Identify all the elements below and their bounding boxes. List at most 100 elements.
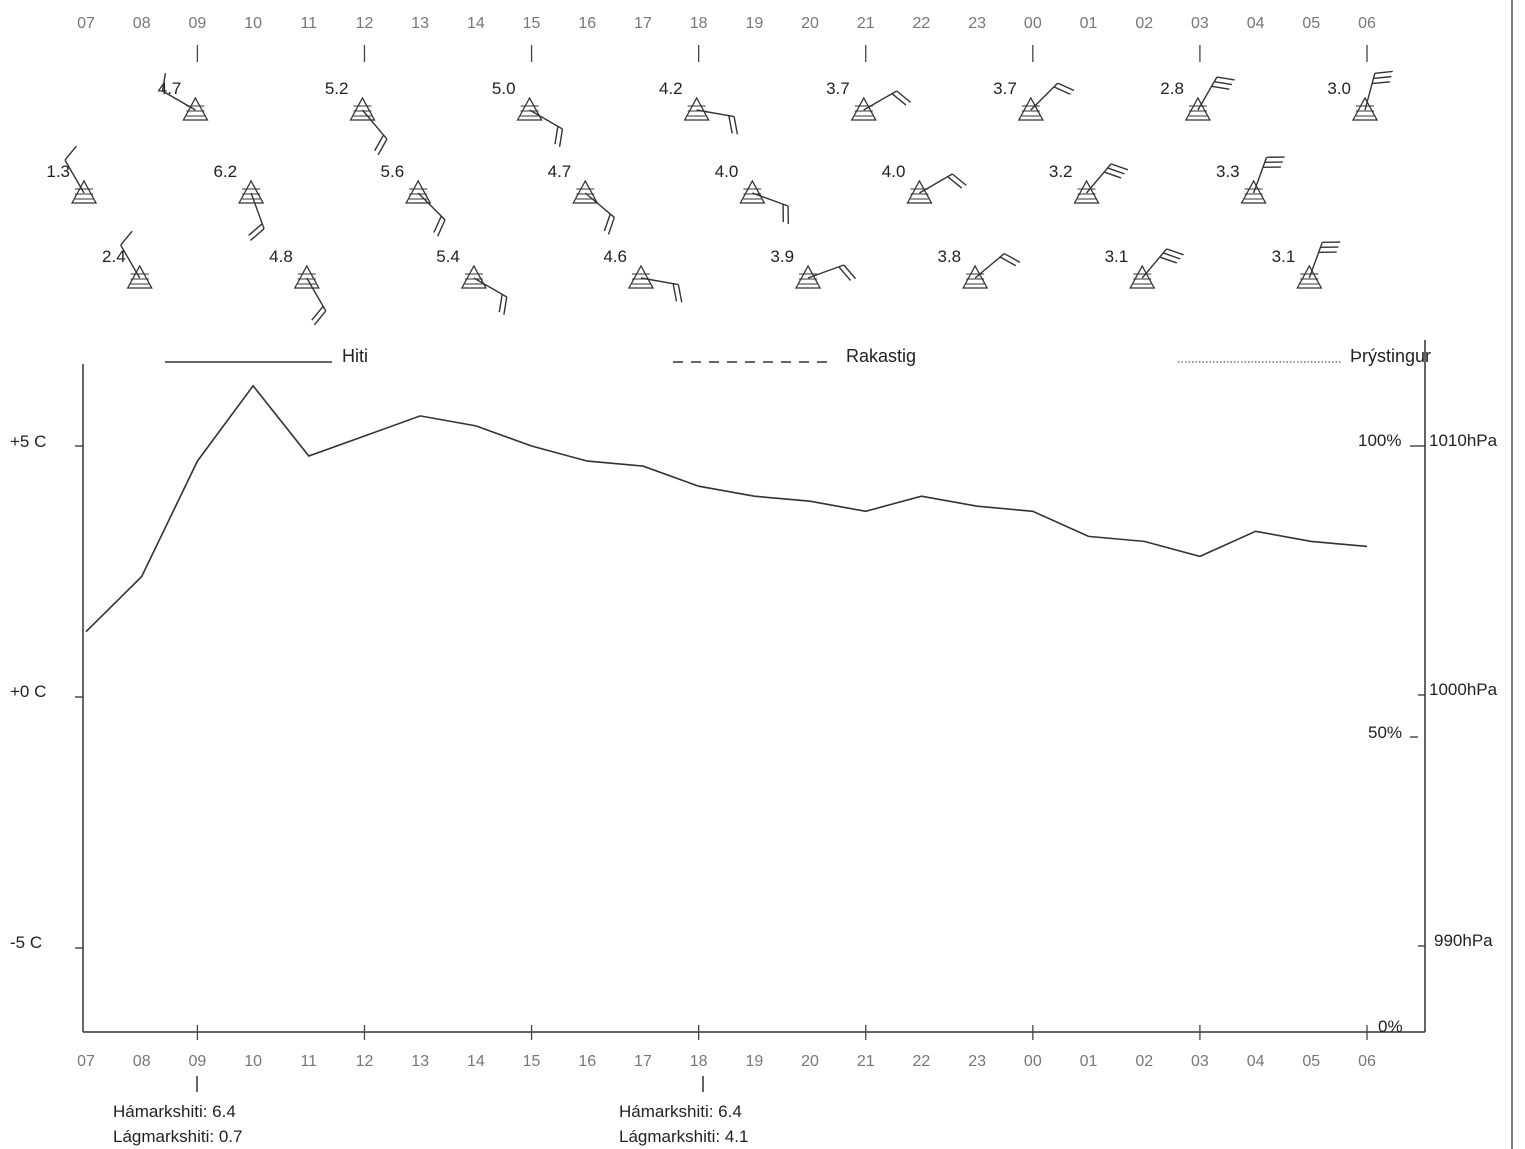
annotation-09: Hámarkshiti: 6.4 Lágmarkshiti: 0.7 xyxy=(113,1076,242,1146)
station-triangle-icon xyxy=(182,96,209,121)
x-tick-label: 02 xyxy=(1135,1053,1153,1070)
wind-station: 2.4 xyxy=(102,230,153,289)
x-tick-label: 23 xyxy=(968,1053,986,1070)
wind-barb-feather xyxy=(64,145,77,161)
wind-station: 4.7 xyxy=(158,73,209,121)
wind-station: 3.9 xyxy=(770,247,857,289)
x-tick-label: 05 xyxy=(1302,1053,1320,1070)
wind-barb-shaft xyxy=(64,159,85,194)
top-hour-label: 05 xyxy=(1302,15,1320,32)
annotation-09-max: Hámarkshiti: 6.4 xyxy=(113,1102,236,1121)
wind-barb-feather xyxy=(1372,81,1391,85)
wind-barb-feather xyxy=(838,266,852,281)
wind-speed-label: 3.7 xyxy=(993,79,1017,98)
wind-barb-shaft xyxy=(361,109,388,140)
annotation-09-min: Lágmarkshiti: 0.7 xyxy=(113,1127,242,1146)
x-tick-label: 09 xyxy=(188,1053,206,1070)
station-triangle-icon xyxy=(739,179,766,204)
wind-speed-label: 3.3 xyxy=(1216,162,1240,181)
x-tick-label: 00 xyxy=(1024,1053,1042,1070)
station-triangle-icon xyxy=(1129,264,1156,289)
plot-frame xyxy=(82,340,1426,1033)
wind-station: 5.6 xyxy=(381,162,446,237)
x-tick-label: 08 xyxy=(133,1053,151,1070)
wind-barb-feather xyxy=(1166,248,1184,256)
left-axis: +5 C +0 C -5 C xyxy=(10,432,83,952)
top-hour-label: 23 xyxy=(968,15,986,32)
wind-barb-feather xyxy=(120,230,133,246)
wind-barb-feather xyxy=(896,90,912,103)
wind-speed-label: 4.2 xyxy=(659,79,683,98)
wind-speed-label: 4.0 xyxy=(715,162,739,181)
wind-stations: 1.3 2.4 4.7 6.2 4.8 5.2 5.6 5.4 5.0 4.7 4.6 4.2 4.0 3… xyxy=(46,70,1393,326)
wind-barb-shaft xyxy=(1141,248,1168,279)
x-tick-label: 18 xyxy=(690,1053,708,1070)
annotation-18-min: Lágmarkshiti: 4.1 xyxy=(619,1127,748,1146)
wind-barb-feather xyxy=(498,294,503,313)
wind-station: 5.0 xyxy=(492,79,564,147)
wind-barb-shaft xyxy=(306,277,327,312)
wind-barb-feather xyxy=(1003,252,1021,263)
wind-barb-feather xyxy=(1057,82,1075,92)
bottom-ticks xyxy=(196,1025,1368,1040)
wind-station: 4.0 xyxy=(882,162,967,204)
wind-speed-label: 2.4 xyxy=(102,247,126,266)
top-hour-label: 10 xyxy=(244,15,262,32)
station-triangle-icon xyxy=(794,264,822,289)
x-tick-label: 21 xyxy=(857,1053,875,1070)
wind-barb-feather xyxy=(1216,76,1235,81)
top-hour-label: 09 xyxy=(188,15,206,32)
wind-barb-feather xyxy=(433,215,442,233)
pressure-axis-tick-label: 990hPa xyxy=(1434,931,1493,950)
wind-barb-feather xyxy=(999,256,1017,267)
wind-barb-shaft xyxy=(1364,73,1376,111)
station-triangle-icon xyxy=(349,96,376,121)
x-tick-label: 14 xyxy=(467,1053,485,1070)
top-hour-label: 22 xyxy=(913,15,931,32)
station-triangle-icon xyxy=(906,179,933,204)
top-hour-label: 04 xyxy=(1247,15,1265,32)
wind-barb-feather xyxy=(1159,256,1178,264)
station-triangle-icon xyxy=(126,264,153,289)
wind-barb-feather xyxy=(161,73,167,92)
wind-barb-feather xyxy=(1053,86,1071,95)
wind-barb-feather xyxy=(672,283,678,302)
wind-speed-label: 3.1 xyxy=(1272,247,1296,266)
x-tick-label: 10 xyxy=(244,1053,262,1070)
station-triangle-icon xyxy=(237,179,265,204)
x-tick-label: 03 xyxy=(1191,1053,1209,1070)
wind-station: 3.7 xyxy=(826,79,912,121)
x-tick-label: 20 xyxy=(801,1053,819,1070)
wind-barb-feather xyxy=(503,296,508,315)
wind-barb-shaft xyxy=(1252,157,1268,194)
wind-speed-label: 5.2 xyxy=(325,79,349,98)
annotation-18: Hámarkshiti: 6.4 Lágmarkshiti: 4.1 xyxy=(619,1076,748,1146)
station-triangle-icon xyxy=(516,96,543,121)
wind-barb-feather xyxy=(249,228,265,241)
top-hour-label: 00 xyxy=(1024,15,1042,32)
station-triangle-icon xyxy=(627,264,655,289)
x-tick-label: 17 xyxy=(634,1053,652,1070)
x-tick-label: 01 xyxy=(1080,1053,1098,1070)
wind-station: 5.4 xyxy=(436,247,508,315)
top-hour-label: 18 xyxy=(690,15,708,32)
x-tick-label: 15 xyxy=(523,1053,541,1070)
wind-speed-label: 3.8 xyxy=(937,247,961,266)
x-tick-label: 07 xyxy=(77,1053,95,1070)
top-hour-label: 08 xyxy=(133,15,151,32)
wind-station: 4.6 xyxy=(603,247,683,303)
wind-speed-label: 5.4 xyxy=(436,247,460,266)
station-triangle-icon xyxy=(572,179,599,204)
wind-barb-shaft xyxy=(1085,163,1112,194)
x-tick-label: 19 xyxy=(745,1053,763,1070)
wind-station: 4.0 xyxy=(715,162,789,225)
wind-station: 3.2 xyxy=(1049,162,1129,204)
legend-humidity-label: Rakastig xyxy=(846,346,916,366)
wind-barb-feather xyxy=(1374,70,1393,74)
wind-barb-shaft xyxy=(1197,76,1218,111)
wind-barb-shaft xyxy=(807,264,844,279)
top-hour-label: 19 xyxy=(745,15,763,32)
wind-barb-feather xyxy=(313,310,327,326)
x-tick-label: 16 xyxy=(578,1053,596,1070)
